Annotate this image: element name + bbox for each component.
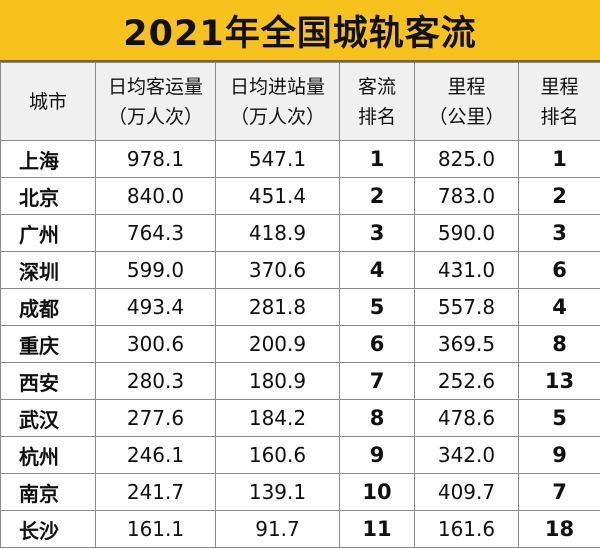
passenger-rank-cell: 7 [339,362,415,400]
table-row: 广州 764.3 418.9 3 590.0 3 [0,214,600,252]
mileage-cell: 252.6 [414,362,519,400]
city-cell: 重庆 [0,325,96,363]
table-row: 武汉 277.6 184.2 8 478.6 5 [0,399,600,437]
city-cell: 北京 [0,177,96,215]
table-row: 上海 978.1 547.1 1 825.0 1 [0,140,600,178]
table-row: 长沙 161.1 91.7 11 161.6 18 [0,510,600,548]
mileage-cell: 409.7 [414,473,519,511]
city-cell: 西安 [0,362,96,400]
mileage-rank-cell: 5 [518,399,600,437]
mileage-rank-cell: 8 [518,325,600,363]
table-row: 杭州 246.1 160.6 9 342.0 9 [0,436,600,474]
passenger-rank-cell: 4 [339,251,415,289]
daily-ridership-cell: 277.6 [95,399,216,437]
passenger-rank-cell: 8 [339,399,415,437]
mileage-cell: 342.0 [414,436,519,474]
daily-entries-cell: 547.1 [215,140,340,178]
daily-ridership-cell: 280.3 [95,362,216,400]
daily-entries-cell: 451.4 [215,177,340,215]
daily-entries-cell: 370.6 [215,251,340,289]
table-header-row: 城市 日均客运量 （万人次） 日均进站量 （万人次） 客流 排名 里程 （公里） [0,62,600,141]
city-cell: 深圳 [0,251,96,289]
mileage-rank-cell: 9 [518,436,600,474]
mileage-cell: 431.0 [414,251,519,289]
passenger-rank-cell: 5 [339,288,415,326]
mileage-rank-cell: 18 [518,510,600,548]
mileage-cell: 783.0 [414,177,519,215]
daily-ridership-cell: 978.1 [95,140,216,178]
daily-ridership-cell: 493.4 [95,288,216,326]
passenger-rank-cell: 1 [339,140,415,178]
mileage-rank-cell: 7 [518,473,600,511]
city-cell: 武汉 [0,399,96,437]
city-cell: 长沙 [0,510,96,548]
mileage-rank-cell: 3 [518,214,600,252]
city-cell: 上海 [0,140,96,178]
mileage-rank-cell: 13 [518,362,600,400]
passenger-rank-cell: 3 [339,214,415,252]
mileage-rank-cell: 4 [518,288,600,326]
table-row: 西安 280.3 180.9 7 252.6 13 [0,362,600,400]
daily-entries-cell: 184.2 [215,399,340,437]
header-passenger-rank: 客流 排名 [339,62,415,141]
daily-ridership-cell: 300.6 [95,325,216,363]
header-mileage-rank: 里程 排名 [518,62,600,141]
daily-entries-cell: 418.9 [215,214,340,252]
header-daily-entries: 日均进站量 （万人次） [215,62,340,141]
table-row: 成都 493.4 281.8 5 557.8 4 [0,288,600,326]
table-row: 重庆 300.6 200.9 6 369.5 8 [0,325,600,363]
daily-entries-cell: 200.9 [215,325,340,363]
mileage-rank-cell: 2 [518,177,600,215]
daily-ridership-cell: 599.0 [95,251,216,289]
header-mileage: 里程 （公里） [414,62,519,141]
daily-ridership-cell: 246.1 [95,436,216,474]
mileage-rank-cell: 6 [518,251,600,289]
mileage-cell: 369.5 [414,325,519,363]
city-cell: 杭州 [0,436,96,474]
daily-ridership-cell: 764.3 [95,214,216,252]
city-cell: 广州 [0,214,96,252]
city-cell: 南京 [0,473,96,511]
daily-entries-cell: 160.6 [215,436,340,474]
daily-ridership-cell: 840.0 [95,177,216,215]
mileage-cell: 825.0 [414,140,519,178]
mileage-cell: 590.0 [414,214,519,252]
daily-entries-cell: 180.9 [215,362,340,400]
header-city: 城市 [0,62,96,141]
daily-ridership-cell: 161.1 [95,510,216,548]
header-daily-ridership: 日均客运量 （万人次） [95,62,216,141]
passenger-rank-cell: 9 [339,436,415,474]
city-cell: 成都 [0,288,96,326]
mileage-cell: 478.6 [414,399,519,437]
ridership-table: 城市 日均客运量 （万人次） 日均进站量 （万人次） 客流 排名 里程 （公里） [0,62,600,548]
passenger-rank-cell: 11 [339,510,415,548]
daily-entries-cell: 281.8 [215,288,340,326]
passenger-rank-cell: 10 [339,473,415,511]
daily-ridership-cell: 241.7 [95,473,216,511]
mileage-cell: 557.8 [414,288,519,326]
table-row: 南京 241.7 139.1 10 409.7 7 [0,473,600,511]
passenger-rank-cell: 6 [339,325,415,363]
mileage-rank-cell: 1 [518,140,600,178]
title-banner: 2021年全国城轨客流 [0,0,600,62]
daily-entries-cell: 139.1 [215,473,340,511]
page-title: 2021年全国城轨客流 [123,13,477,54]
mileage-cell: 161.6 [414,510,519,548]
table-row: 北京 840.0 451.4 2 783.0 2 [0,177,600,215]
passenger-rank-cell: 2 [339,177,415,215]
table-row: 深圳 599.0 370.6 4 431.0 6 [0,251,600,289]
daily-entries-cell: 91.7 [215,510,340,548]
